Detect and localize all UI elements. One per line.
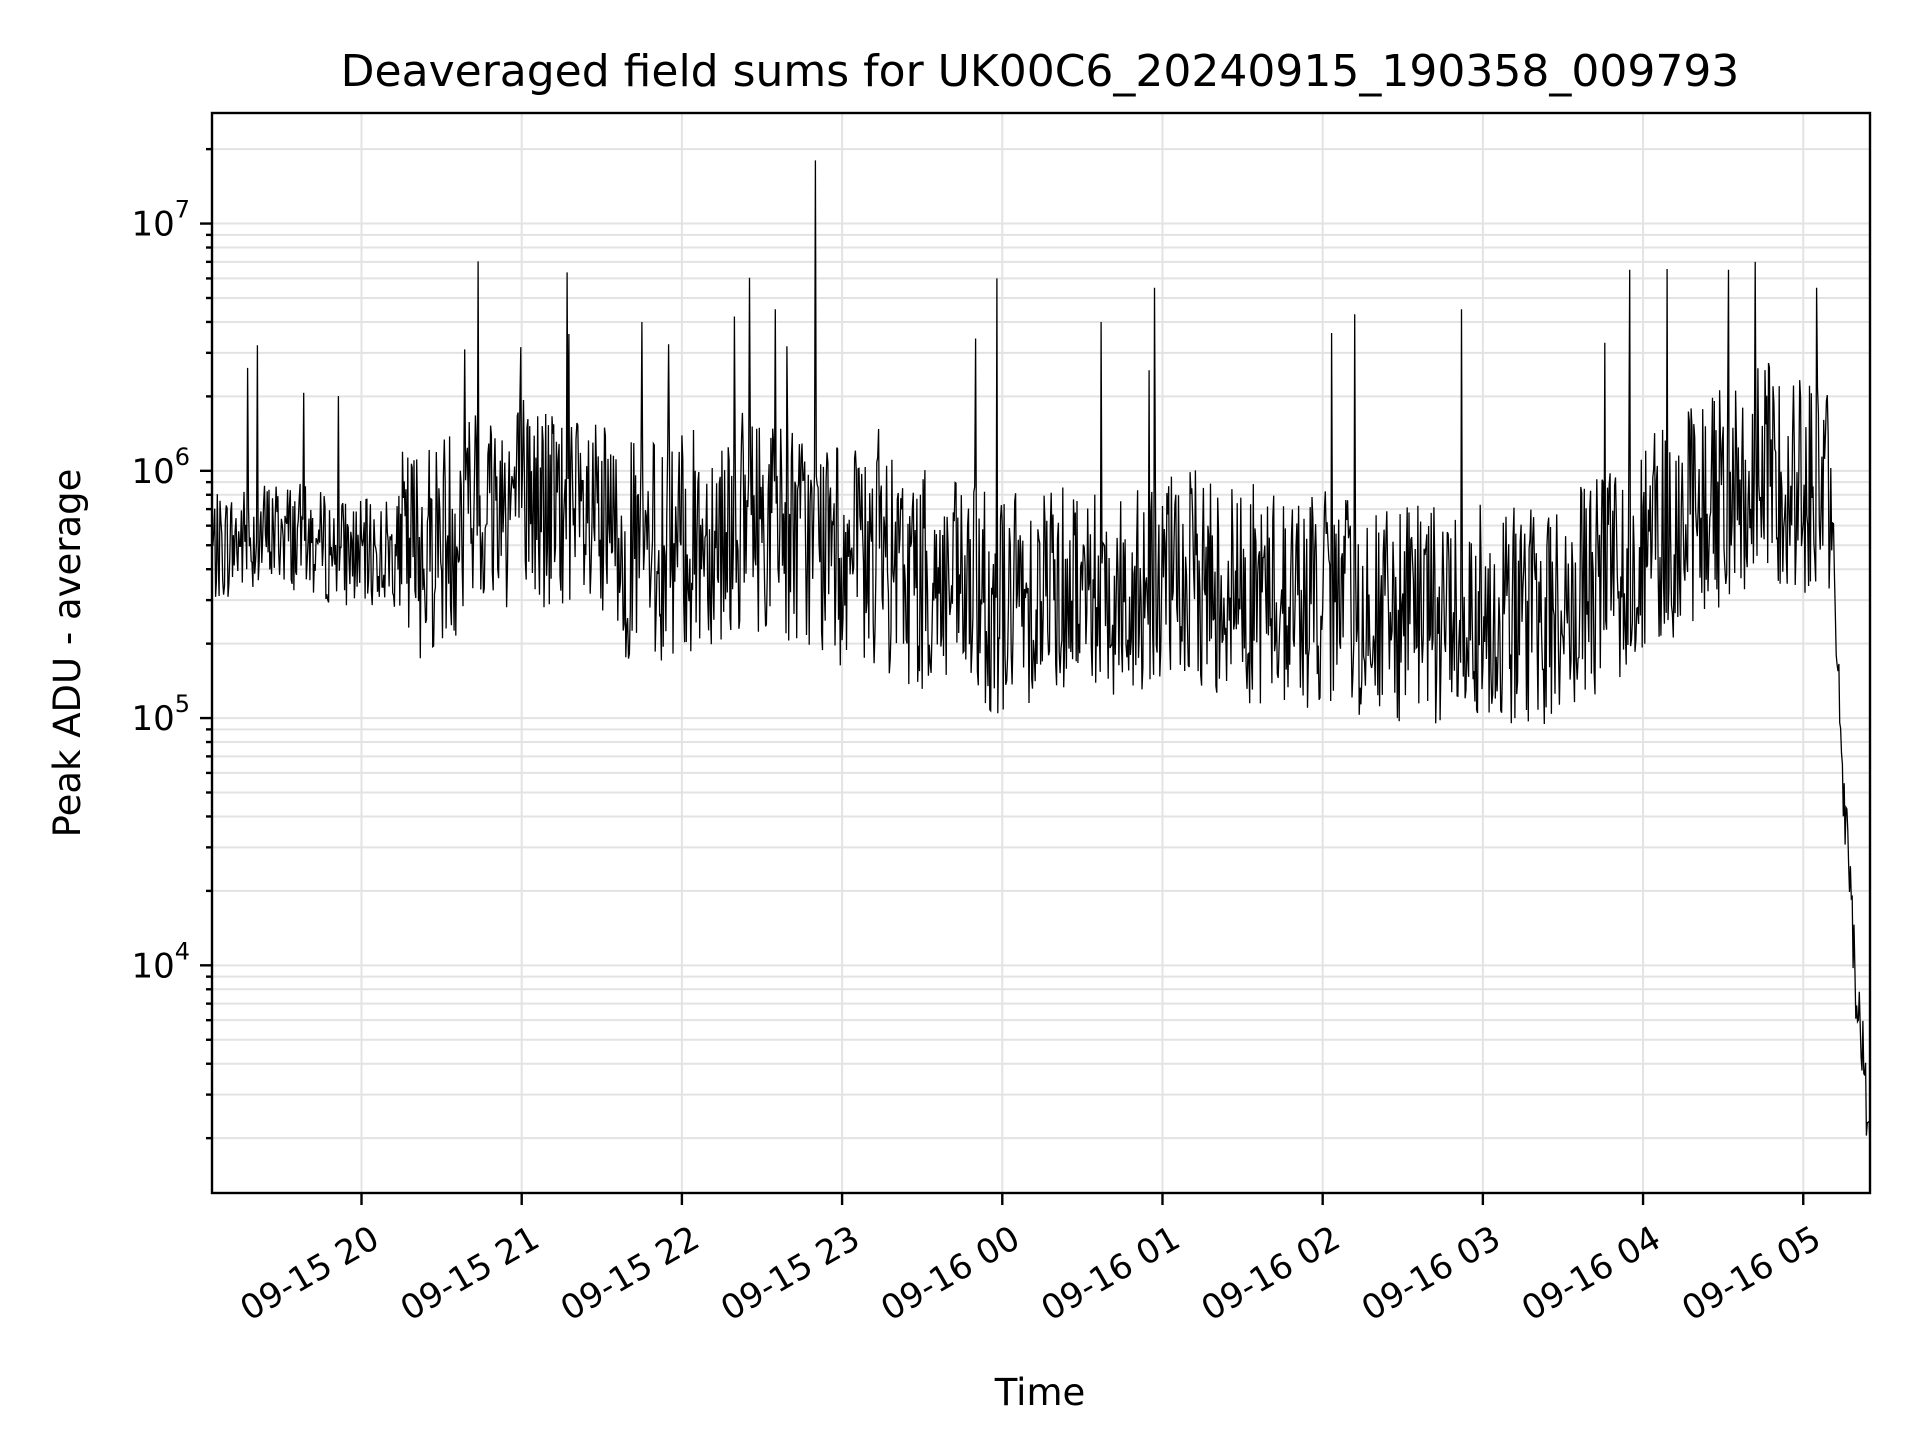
x-tick-label: 09-15 23: [714, 1218, 866, 1329]
x-tick-label: 09-16 03: [1355, 1218, 1507, 1329]
y-axis-label: Peak ADU - average: [46, 469, 89, 838]
x-axis-label: Time: [994, 1371, 1086, 1414]
x-tick-label: 09-16 02: [1195, 1218, 1347, 1329]
x-tick-label: 09-16 00: [874, 1218, 1026, 1329]
grid: [212, 113, 1870, 1193]
series-line: [211, 160, 1871, 1149]
y-axis: 104 105 106 107: [131, 147, 212, 1140]
y-tick-label: 106: [131, 443, 190, 492]
x-tick-label: 09-15 22: [554, 1218, 706, 1329]
x-tick-label: 09-16 05: [1675, 1218, 1827, 1329]
x-tick-label: 09-15 20: [234, 1218, 386, 1329]
x-axis: 09-15 20 09-15 21 09-15 22 09-15 23 09-16 00…: [234, 1193, 1828, 1329]
chart-title: Deaveraged field sums for UK00C6_2024091…: [341, 46, 1740, 97]
x-tick-label: 09-16 01: [1035, 1218, 1187, 1329]
x-tick-label: 09-15 21: [394, 1218, 546, 1329]
axes-frame: [210, 111, 1872, 1195]
y-tick-label: 104: [131, 937, 190, 986]
y-tick-label: 105: [131, 690, 190, 739]
y-tick-label: 107: [131, 196, 190, 245]
series-layer: [211, 160, 1871, 1149]
x-tick-label: 09-16 04: [1515, 1218, 1667, 1329]
